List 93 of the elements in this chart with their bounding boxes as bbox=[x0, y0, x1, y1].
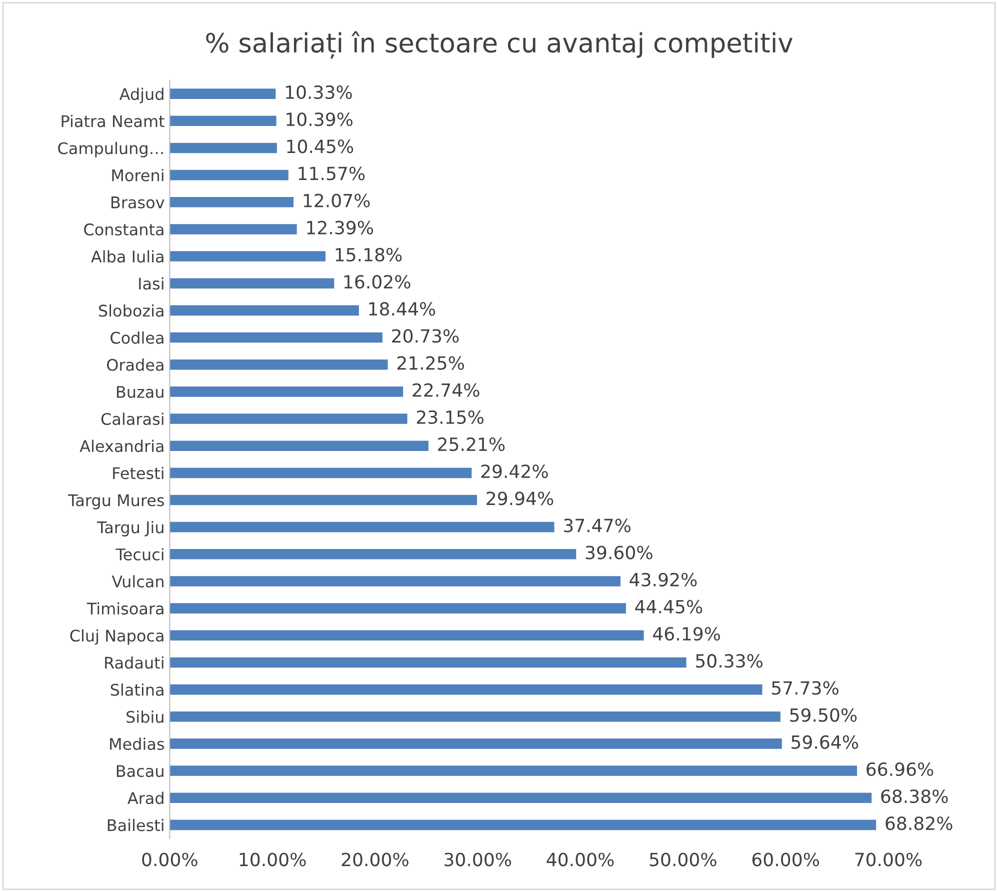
y-tick-label: Bailesti bbox=[108, 818, 164, 832]
data-label: 16.02% bbox=[344, 274, 410, 289]
data-label: 59.64% bbox=[792, 735, 858, 749]
bar bbox=[170, 820, 876, 830]
data-label: 10.39% bbox=[286, 112, 352, 126]
data-label: 23.15% bbox=[416, 410, 484, 424]
bar bbox=[170, 792, 872, 804]
bar bbox=[170, 88, 276, 99]
y-tick-label: Radauti bbox=[105, 656, 164, 669]
y-tick-label: Medias bbox=[110, 738, 164, 750]
bar bbox=[170, 359, 388, 370]
data-label: 25.21% bbox=[438, 437, 505, 452]
data-label: 11.57% bbox=[298, 166, 365, 180]
bar bbox=[170, 522, 554, 532]
data-label: 15.18% bbox=[336, 248, 402, 262]
bar bbox=[170, 332, 382, 343]
data-label: 18.44% bbox=[369, 302, 436, 316]
bar bbox=[170, 549, 576, 560]
y-tick-label: Slatina bbox=[110, 683, 164, 696]
bar bbox=[170, 251, 326, 262]
y-tick-label: Alba Iulia bbox=[91, 250, 164, 263]
y-tick-label: Arad bbox=[128, 792, 164, 804]
bar bbox=[170, 468, 472, 478]
data-label: 29.42% bbox=[481, 464, 548, 478]
data-label: 43.92% bbox=[630, 572, 697, 586]
x-tick-label: 40.00% bbox=[546, 852, 614, 866]
bar bbox=[170, 278, 334, 289]
bar bbox=[170, 116, 276, 126]
y-tick-label: Adjud bbox=[119, 88, 164, 104]
bar bbox=[170, 738, 782, 749]
y-tick-label: Cluj Napoca bbox=[70, 629, 164, 645]
data-label: 50.33% bbox=[696, 654, 762, 668]
bar bbox=[170, 196, 294, 208]
data-label: 59.50% bbox=[790, 708, 857, 722]
bar bbox=[170, 170, 288, 180]
y-tick-label: Codlea bbox=[110, 331, 164, 344]
y-tick-label: Campulung… bbox=[58, 142, 163, 158]
y-tick-label: Bacau bbox=[116, 765, 164, 778]
data-label: 68.82% bbox=[886, 816, 952, 830]
y-tick-label: Sibiu bbox=[126, 710, 164, 723]
bar bbox=[170, 630, 644, 641]
bar bbox=[170, 414, 408, 424]
x-tick-label: 50.00% bbox=[650, 852, 716, 866]
data-label: 29.94% bbox=[486, 492, 554, 506]
x-tick-label: 20.00% bbox=[342, 852, 408, 866]
data-label: 46.19% bbox=[653, 626, 720, 641]
bar bbox=[170, 440, 428, 451]
bar bbox=[170, 766, 858, 776]
chart-title: % salariați în sectoare cu avantaj competitiv bbox=[206, 31, 793, 59]
data-label: 57.73% bbox=[772, 681, 838, 695]
y-tick-label: Iasi bbox=[139, 277, 164, 290]
bar bbox=[170, 711, 780, 722]
y-tick-label: Alexandria bbox=[80, 440, 164, 452]
y-tick-label: Fetesti bbox=[113, 466, 164, 480]
y-tick-label: Targu Mures bbox=[68, 494, 164, 510]
bar bbox=[170, 603, 626, 614]
y-tick-label: Moreni bbox=[112, 168, 164, 182]
data-label: 12.39% bbox=[307, 220, 374, 234]
data-label: 21.25% bbox=[397, 356, 464, 370]
bar bbox=[170, 494, 477, 506]
bar bbox=[170, 657, 686, 668]
y-tick-label: Constanta bbox=[84, 223, 164, 236]
data-label: 22.74% bbox=[412, 383, 480, 397]
bar bbox=[170, 386, 404, 397]
data-label: 12.07% bbox=[304, 194, 370, 208]
data-label: 20.73% bbox=[392, 329, 459, 343]
y-tick-label: Vulcan bbox=[112, 575, 164, 588]
bar bbox=[170, 684, 762, 695]
data-label: 44.45% bbox=[635, 600, 702, 614]
y-tick-label: Targu Jiu bbox=[96, 521, 164, 536]
y-tick-label: Piatra Neamt bbox=[62, 114, 164, 128]
x-tick-label: 0.00% bbox=[142, 852, 198, 866]
data-label: 10.33% bbox=[286, 85, 352, 100]
y-tick-label: Tecuci bbox=[116, 548, 164, 560]
data-label: 37.47% bbox=[564, 518, 630, 532]
y-tick-label: Timisoara bbox=[86, 602, 164, 615]
y-tick-label: Oradea bbox=[107, 358, 164, 371]
bar bbox=[170, 305, 359, 316]
data-label: 39.60% bbox=[586, 546, 652, 560]
x-tick-label: 30.00% bbox=[444, 852, 512, 866]
x-tick-label: 70.00% bbox=[855, 852, 922, 866]
bar bbox=[170, 576, 621, 586]
data-label: 10.45% bbox=[287, 140, 354, 154]
data-label: 68.38% bbox=[881, 789, 948, 804]
y-tick-label: Buzau bbox=[116, 386, 164, 398]
x-tick-label: 10.00% bbox=[240, 852, 306, 866]
y-tick-label: Slobozia bbox=[98, 304, 164, 317]
y-tick-label: Calarasi bbox=[101, 412, 164, 426]
y-tick-label: Brasov bbox=[112, 196, 164, 208]
data-label: 66.96% bbox=[866, 762, 934, 776]
bar bbox=[170, 224, 297, 234]
bar bbox=[170, 142, 277, 154]
x-tick-label: 60.00% bbox=[752, 852, 819, 866]
